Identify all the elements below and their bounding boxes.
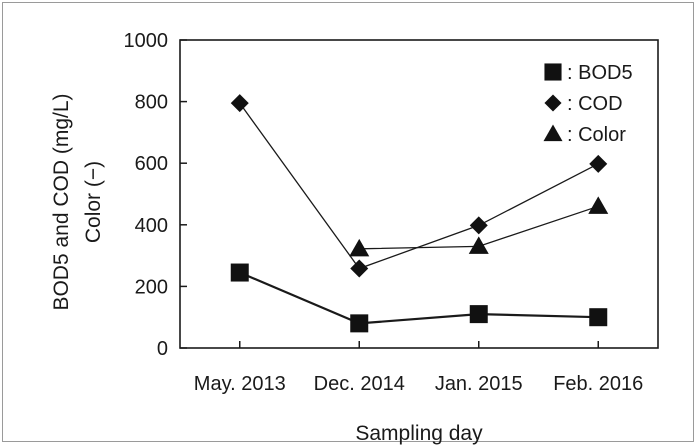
series-2 bbox=[349, 196, 609, 257]
series-2-point-2 bbox=[468, 236, 489, 254]
y-tick-label-800: 800 bbox=[135, 92, 168, 114]
x-tick-label-0: May. 2013 bbox=[194, 373, 286, 395]
series-0-point-2 bbox=[469, 305, 488, 324]
plot-border bbox=[179, 39, 659, 349]
y-tick-label-600: 600 bbox=[135, 153, 168, 175]
x-axis-title: Sampling day bbox=[355, 422, 483, 445]
series-layer bbox=[230, 94, 609, 333]
series-1-point-3 bbox=[589, 154, 608, 173]
legend-marker-2 bbox=[543, 124, 563, 142]
series-0-point-0 bbox=[230, 263, 249, 282]
y-tick-label-0: 0 bbox=[157, 338, 168, 360]
legend-label-0: : BOD5 bbox=[567, 62, 633, 84]
x-axis: May. 2013 Dec. 2014 Jan. 2015 Feb. 2016 bbox=[194, 341, 643, 395]
series-1-line bbox=[239, 102, 599, 270]
y-tick-label-200: 200 bbox=[135, 276, 168, 298]
series-2-point-3 bbox=[588, 196, 609, 214]
legend-marker-1 bbox=[544, 94, 562, 112]
legend: : BOD5 : COD : Color bbox=[543, 62, 633, 146]
series-2-point-1 bbox=[349, 238, 370, 257]
series-1-point-0 bbox=[230, 94, 249, 113]
x-tick-label-1: Dec. 2014 bbox=[314, 373, 405, 395]
series-0 bbox=[230, 263, 608, 333]
legend-marker-0 bbox=[544, 63, 562, 81]
legend-label-2: : Color bbox=[567, 124, 626, 146]
series-0-point-3 bbox=[589, 308, 608, 327]
series-0-line bbox=[239, 271, 599, 325]
chart-frame bbox=[2, 2, 694, 442]
y-axis-title-line1: BOD5 and COD (mg/L) bbox=[50, 93, 73, 310]
y-axis-title: BOD5 and COD (mg/L) Color (−) bbox=[50, 93, 105, 310]
x-tick-label-2: Jan. 2015 bbox=[435, 373, 523, 395]
y-axis: 0 200 400 600 800 1000 bbox=[124, 30, 187, 360]
series-1-point-2 bbox=[469, 216, 488, 235]
series-1 bbox=[230, 94, 608, 278]
y-tick-label-1000: 1000 bbox=[124, 30, 169, 52]
series-0-point-1 bbox=[350, 314, 369, 333]
plot-area bbox=[179, 39, 659, 349]
y-axis-title-line2: Color (−) bbox=[82, 161, 105, 243]
legend-label-1: : COD bbox=[567, 93, 623, 115]
y-tick-label-400: 400 bbox=[135, 215, 168, 237]
x-tick-label-3: Feb. 2016 bbox=[553, 373, 643, 395]
series-1-point-1 bbox=[350, 259, 369, 278]
